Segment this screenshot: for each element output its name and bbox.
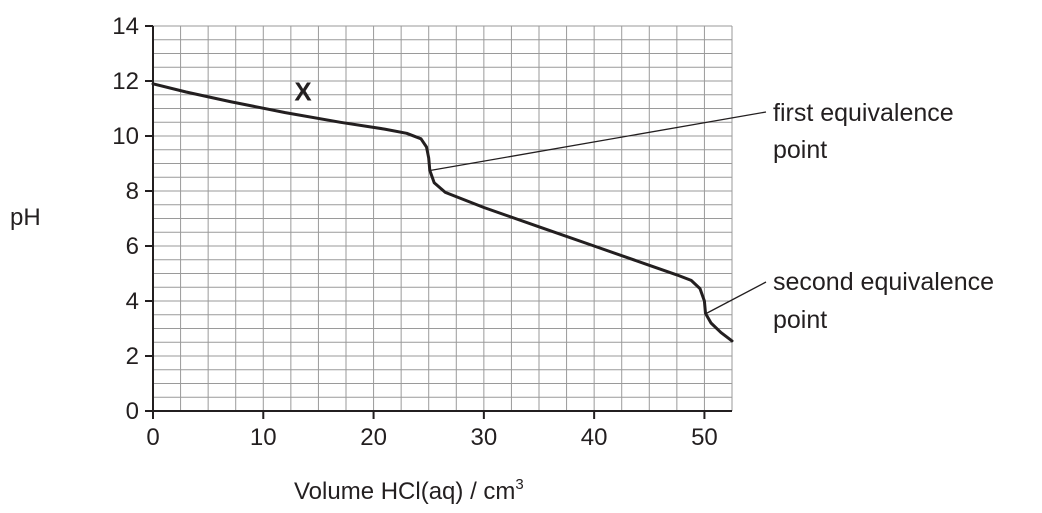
x-axis-title-main: Volume HCl(aq) / cm (294, 478, 515, 505)
x-axis-ticks: 0 10 20 30 40 50 (146, 411, 718, 451)
y-tick-label: 6 (126, 233, 139, 260)
y-tick-label: 2 (126, 343, 139, 370)
x-tick-label: 20 (360, 424, 387, 451)
x-axis-title-superscript: 3 (515, 476, 523, 493)
grid (152, 25, 733, 412)
x-tick-label: 40 (581, 424, 608, 451)
y-axis-ticks: 0 2 4 6 8 10 12 14 (112, 13, 153, 425)
y-tick-label: 12 (112, 68, 139, 95)
y-tick-label: 8 (126, 178, 139, 205)
y-axis-title: pH (10, 204, 41, 231)
x-tick-label: 50 (691, 424, 718, 451)
axes (152, 26, 732, 412)
second-equivalence-leader-line (706, 281, 767, 314)
annotation-x-label: X (294, 76, 312, 106)
y-tick-label: 0 (126, 398, 139, 425)
first-equivalence-label-line2: point (773, 136, 827, 164)
y-tick-label: 10 (112, 123, 139, 150)
second-equivalence-label-line2: point (773, 306, 827, 334)
x-tick-label: 0 (146, 424, 159, 451)
second-equivalence-label: second equivalence (773, 268, 994, 296)
x-tick-label: 10 (250, 424, 277, 451)
x-axis-title: Volume HCl(aq) / cm3 (294, 476, 524, 505)
first-equivalence-label: first equivalence (773, 99, 954, 127)
first-equivalence-leader-line (430, 111, 767, 172)
y-tick-label: 4 (126, 288, 139, 315)
annotations: X first equivalence point second equival… (294, 76, 994, 334)
series-line (151, 82, 734, 343)
y-tick-label: 14 (112, 13, 139, 40)
x-tick-label: 30 (471, 424, 498, 451)
